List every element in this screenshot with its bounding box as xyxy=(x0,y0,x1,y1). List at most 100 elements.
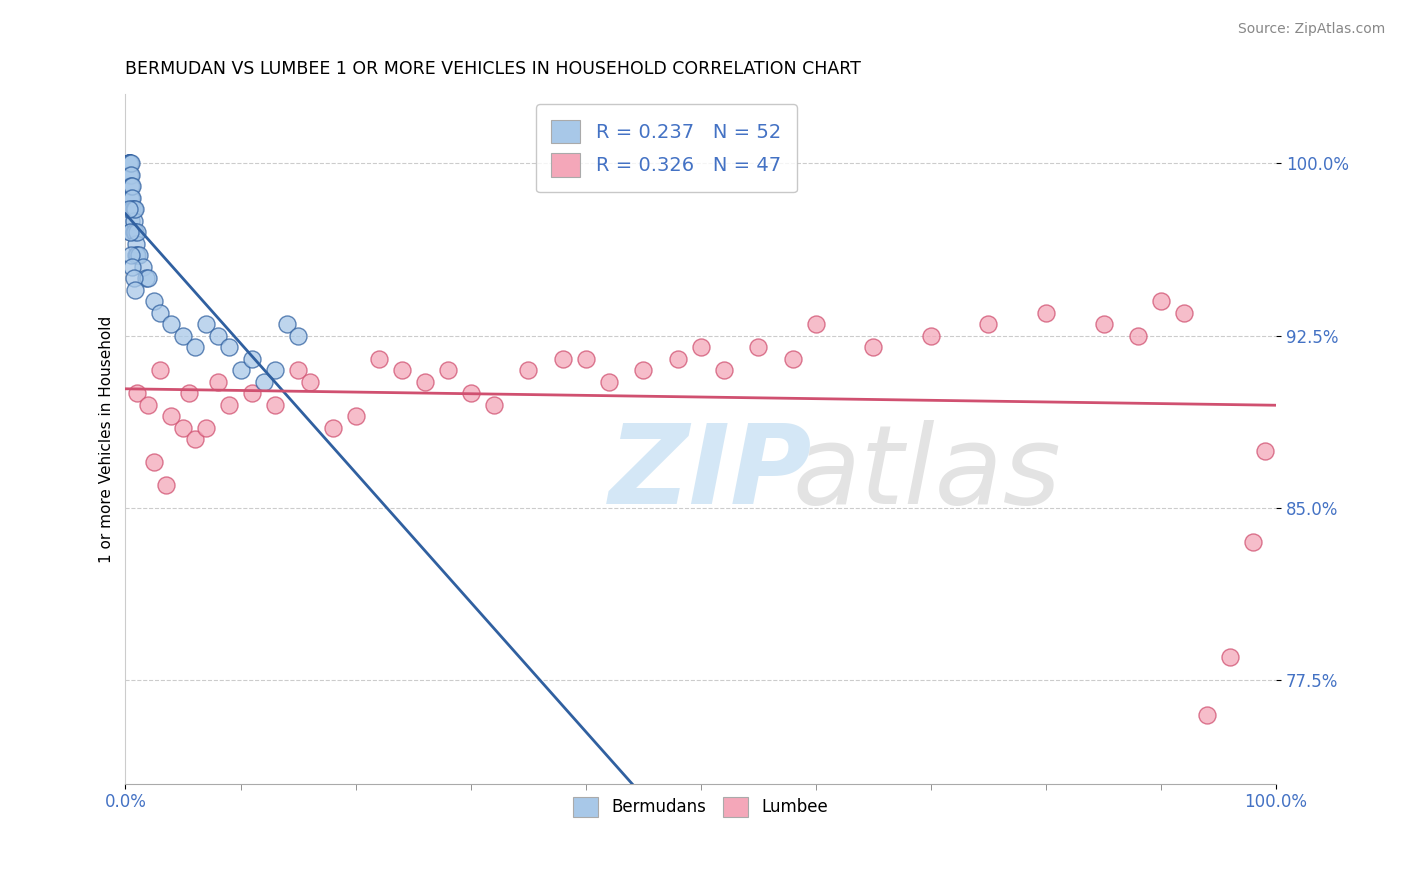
Point xyxy=(122,202,145,217)
Point xyxy=(125,248,148,262)
Point xyxy=(1219,650,1241,665)
Point xyxy=(276,317,298,331)
Point xyxy=(172,420,194,434)
Point xyxy=(118,156,141,170)
Point xyxy=(240,386,263,401)
Point xyxy=(367,351,389,366)
Point xyxy=(149,306,172,320)
Point xyxy=(666,351,689,366)
Point xyxy=(413,375,436,389)
Point xyxy=(264,398,287,412)
Point xyxy=(1241,535,1264,549)
Point xyxy=(122,225,145,239)
Point xyxy=(125,225,148,239)
Point xyxy=(482,398,505,412)
Point xyxy=(1253,443,1275,458)
Point xyxy=(120,156,142,170)
Point xyxy=(977,317,1000,331)
Point xyxy=(598,375,620,389)
Point xyxy=(124,202,146,217)
Point xyxy=(183,340,205,354)
Point xyxy=(862,340,884,354)
Point xyxy=(344,409,367,423)
Point xyxy=(517,363,540,377)
Point xyxy=(121,260,143,274)
Point xyxy=(804,317,827,331)
Point xyxy=(195,420,218,434)
Point xyxy=(120,156,142,170)
Point xyxy=(391,363,413,377)
Point xyxy=(551,351,574,366)
Point xyxy=(120,225,142,239)
Point xyxy=(138,271,160,285)
Point xyxy=(218,398,240,412)
Point xyxy=(149,363,172,377)
Point xyxy=(252,375,274,389)
Point xyxy=(125,236,148,251)
Point xyxy=(138,398,160,412)
Point xyxy=(264,363,287,377)
Point xyxy=(177,386,200,401)
Point xyxy=(121,191,143,205)
Point xyxy=(120,214,142,228)
Y-axis label: 1 or more Vehicles in Household: 1 or more Vehicles in Household xyxy=(100,316,114,563)
Point xyxy=(1150,294,1173,309)
Point xyxy=(207,328,229,343)
Point xyxy=(155,478,177,492)
Point xyxy=(125,386,148,401)
Point xyxy=(122,271,145,285)
Point xyxy=(120,168,142,182)
Point xyxy=(120,202,142,217)
Point xyxy=(633,363,655,377)
Point xyxy=(124,283,146,297)
Point xyxy=(195,317,218,331)
Point xyxy=(287,363,309,377)
Point xyxy=(143,294,166,309)
Text: Source: ZipAtlas.com: Source: ZipAtlas.com xyxy=(1237,22,1385,37)
Point xyxy=(160,317,183,331)
Point xyxy=(121,202,143,217)
Point xyxy=(436,363,458,377)
Point xyxy=(1092,317,1115,331)
Point xyxy=(120,179,142,194)
Point xyxy=(120,168,142,182)
Point xyxy=(183,432,205,446)
Point xyxy=(229,363,252,377)
Point xyxy=(713,363,735,377)
Legend: Bermudans, Lumbee: Bermudans, Lumbee xyxy=(567,790,835,823)
Point xyxy=(132,260,155,274)
Point xyxy=(143,455,166,469)
Point xyxy=(689,340,711,354)
Point xyxy=(207,375,229,389)
Point xyxy=(1126,328,1149,343)
Text: BERMUDAN VS LUMBEE 1 OR MORE VEHICLES IN HOUSEHOLD CORRELATION CHART: BERMUDAN VS LUMBEE 1 OR MORE VEHICLES IN… xyxy=(125,60,862,78)
Point xyxy=(124,225,146,239)
Point xyxy=(120,225,142,239)
Point xyxy=(120,248,142,262)
Point xyxy=(218,340,240,354)
Point xyxy=(120,191,142,205)
Point xyxy=(747,340,769,354)
Point xyxy=(135,271,157,285)
Point xyxy=(782,351,804,366)
Point xyxy=(128,248,150,262)
Text: atlas: atlas xyxy=(793,420,1062,527)
Point xyxy=(118,202,141,217)
Point xyxy=(460,386,482,401)
Point xyxy=(322,420,344,434)
Point xyxy=(118,156,141,170)
Point xyxy=(120,179,142,194)
Point xyxy=(1197,707,1219,722)
Point xyxy=(118,168,141,182)
Point xyxy=(121,179,143,194)
Text: ZIP: ZIP xyxy=(609,420,813,527)
Point xyxy=(172,328,194,343)
Point xyxy=(160,409,183,423)
Point xyxy=(118,156,141,170)
Point xyxy=(122,214,145,228)
Point xyxy=(118,156,141,170)
Point xyxy=(575,351,598,366)
Point xyxy=(287,328,309,343)
Point xyxy=(1035,306,1057,320)
Point xyxy=(240,351,263,366)
